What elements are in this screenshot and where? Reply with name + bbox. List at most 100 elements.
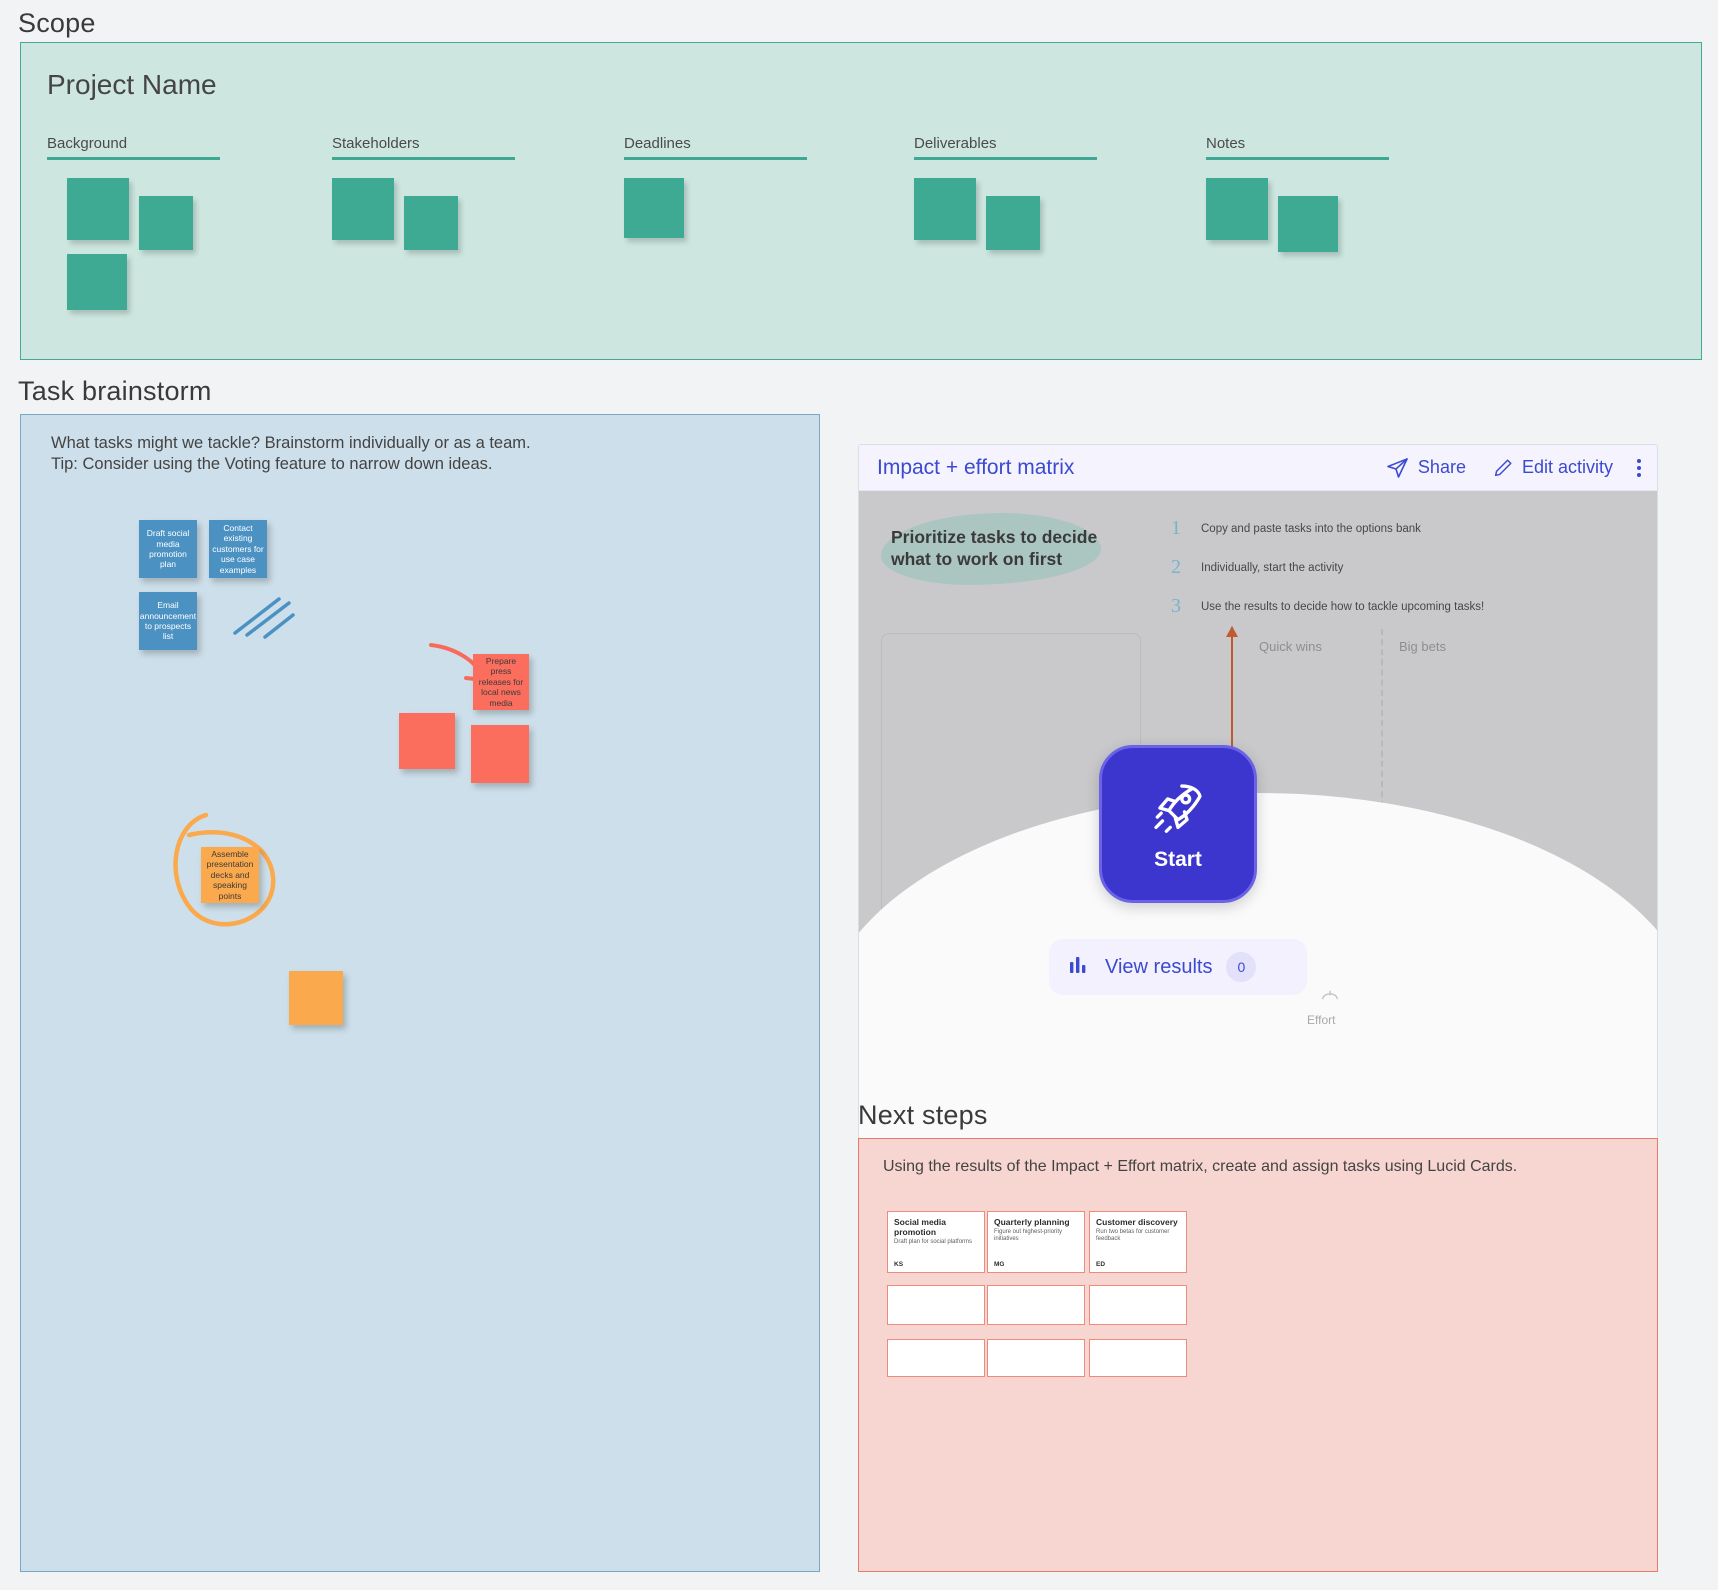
scope-column-label: Stakeholders xyxy=(332,135,420,152)
brainstorm-prompt: What tasks might we tackle? Brainstorm i… xyxy=(51,433,531,475)
next-steps-prompt: Using the results of the Impact + Effort… xyxy=(883,1158,1518,1175)
edit-activity-label: Edit activity xyxy=(1521,457,1613,477)
scope-sticky-note[interactable] xyxy=(624,178,684,238)
orange-circle-annotation xyxy=(173,812,276,927)
matrix-card-header: Impact + effort matrix Share Edit activi… xyxy=(859,445,1657,491)
scope-notes-group xyxy=(332,178,515,318)
instruction-step: 2 Individually, start the activity xyxy=(1171,556,1484,579)
share-label: Share xyxy=(1417,457,1466,477)
instruction-step: 3 Use the results to decide how to tackl… xyxy=(1171,595,1484,618)
lucid-card-description: Draft plan for social platforms xyxy=(894,1239,973,1246)
lucid-card[interactable]: Social media promotion Draft plan for so… xyxy=(887,1211,985,1273)
lucid-card-description: Figure out highest-priority initiatives xyxy=(994,1229,1063,1243)
scope-frame: Project Name Background Stakeholders Dea… xyxy=(20,42,1702,360)
effort-axis-label: Effort xyxy=(1307,1013,1336,1027)
scope-sticky-note[interactable] xyxy=(404,196,458,250)
task-brainstorm-frame: What tasks might we tackle? Brainstorm i… xyxy=(20,414,820,1572)
scope-notes-group xyxy=(1206,178,1389,318)
brainstorm-prompt-line-2: Tip: Consider using the Voting feature t… xyxy=(51,455,493,474)
scope-sticky-note[interactable] xyxy=(914,178,976,240)
scope-column-notes: Notes xyxy=(1206,135,1389,318)
brainstorm-sticky-note[interactable]: Email announcement to prospects list xyxy=(139,592,197,650)
lucid-card-assignee: KS xyxy=(894,1261,904,1268)
step-text: Use the results to decide how to tackle … xyxy=(1201,600,1485,613)
lucid-card-placeholder[interactable] xyxy=(887,1285,985,1325)
highlight-blob xyxy=(881,513,1101,585)
matrix-title: Impact + effort matrix xyxy=(877,455,1075,479)
matrix-activity-body: Prioritize tasks to decide what to work … xyxy=(859,491,1657,1163)
scope-sticky-note[interactable] xyxy=(1278,196,1338,252)
brainstorm-sticky-note[interactable]: Draft social media promotion plan xyxy=(139,520,197,578)
column-underline xyxy=(47,157,220,160)
scope-notes-group xyxy=(47,178,220,318)
column-underline xyxy=(624,157,807,160)
scope-sticky-note[interactable] xyxy=(986,196,1040,250)
more-options-icon[interactable] xyxy=(1637,458,1641,477)
scope-sticky-note[interactable] xyxy=(332,178,394,240)
brainstorm-prompt-line-1: What tasks might we tackle? Brainstorm i… xyxy=(51,434,531,452)
step-number: 2 xyxy=(1171,556,1181,578)
lucid-card-placeholder[interactable] xyxy=(1089,1339,1187,1377)
next-steps-heading: Next steps xyxy=(858,1100,988,1130)
scope-column-deliverables: Deliverables xyxy=(914,135,1097,318)
scope-column-label: Notes xyxy=(1206,135,1246,152)
quadrant-label-big-bets: Big bets xyxy=(1399,639,1446,654)
scope-column-label: Background xyxy=(47,135,128,152)
scope-heading: Scope xyxy=(18,8,96,38)
share-button[interactable]: Share xyxy=(1386,456,1466,480)
lucid-card-description: Run two betas for customer feedback xyxy=(1096,1229,1170,1243)
start-activity-button[interactable]: Start xyxy=(1099,745,1257,903)
step-number: 1 xyxy=(1171,517,1181,539)
column-underline xyxy=(914,157,1097,160)
step-text: Copy and paste tasks into the options ba… xyxy=(1201,522,1421,535)
quadrant-label-quick-wins: Quick wins xyxy=(1259,639,1322,654)
task-brainstorm-heading: Task brainstorm xyxy=(18,376,212,406)
view-results-button[interactable]: View results 0 xyxy=(1049,939,1307,995)
share-icon xyxy=(1386,456,1410,480)
blue-doodle-lines xyxy=(233,597,295,639)
scope-sticky-note[interactable] xyxy=(67,178,129,240)
project-name-title[interactable]: Project Name xyxy=(47,69,217,100)
column-underline xyxy=(332,157,515,160)
lucid-card-placeholder[interactable] xyxy=(887,1339,985,1377)
scope-column-stakeholders: Stakeholders xyxy=(332,135,515,318)
column-underline xyxy=(1206,157,1389,160)
matrix-plot: Quick wins Big bets Incremental Money pi… xyxy=(859,621,1657,1163)
impact-effort-matrix-card: Impact + effort matrix Share Edit activi… xyxy=(858,444,1658,1164)
step-text: Individually, start the activity xyxy=(1201,561,1344,574)
scope-notes-group xyxy=(914,178,1097,318)
brainstorm-sticky-note[interactable] xyxy=(289,971,343,1025)
view-results-label: View results xyxy=(1105,955,1213,978)
scope-column-label: Deadlines xyxy=(624,135,691,152)
lucid-card-assignee: MG xyxy=(994,1261,1005,1268)
start-label: Start xyxy=(1154,847,1202,871)
brainstorm-sticky-note[interactable]: Assemble presentation decks and speaking… xyxy=(201,847,259,903)
pencil-icon xyxy=(1492,457,1514,479)
scope-sticky-note[interactable] xyxy=(139,196,193,250)
brainstorm-sticky-note[interactable]: Prepare press releases for local news me… xyxy=(473,654,529,710)
lucid-card[interactable]: Quarterly planning Figure out highest-pr… xyxy=(987,1211,1085,1273)
scope-sticky-note[interactable] xyxy=(1206,178,1268,240)
edit-activity-button[interactable]: Edit activity xyxy=(1492,457,1613,479)
instruction-step: 1 Copy and paste tasks into the options … xyxy=(1171,517,1484,540)
lucid-card[interactable]: Customer discovery Run two betas for cus… xyxy=(1089,1211,1187,1273)
scope-sticky-note[interactable] xyxy=(67,254,127,310)
rocket-icon xyxy=(1147,777,1209,844)
kebab-dot xyxy=(1637,465,1641,470)
lucid-card-placeholder[interactable] xyxy=(987,1285,1085,1325)
next-steps-frame: Using the results of the Impact + Effort… xyxy=(858,1138,1658,1572)
instruction-steps: 1 Copy and paste tasks into the options … xyxy=(1171,517,1484,634)
step-number: 3 xyxy=(1171,595,1181,617)
scope-notes-group xyxy=(624,178,807,318)
brainstorm-sticky-note[interactable]: Contact existing customers for use case … xyxy=(209,520,267,578)
lucid-card-assignee: ED xyxy=(1096,1261,1106,1268)
kebab-dot xyxy=(1637,458,1641,463)
lucid-card-title: Quarterly planning xyxy=(994,1217,1070,1227)
brainstorm-sticky-note[interactable] xyxy=(471,725,529,783)
lucid-card-placeholder[interactable] xyxy=(1089,1285,1187,1325)
brainstorm-sticky-note[interactable] xyxy=(399,713,455,769)
lucid-card-title: Social media promotion xyxy=(894,1217,946,1238)
scope-column-label: Deliverables xyxy=(914,135,997,152)
lucid-card-placeholder[interactable] xyxy=(987,1339,1085,1377)
